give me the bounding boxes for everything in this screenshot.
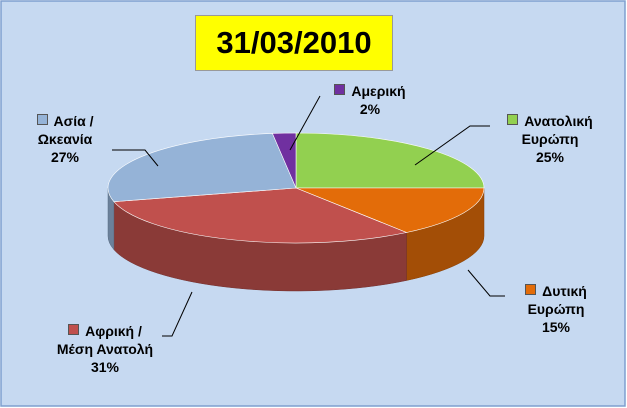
slice-name: Ασία / Ωκεανία xyxy=(37,113,94,147)
slice xyxy=(113,187,408,244)
slice xyxy=(295,132,485,189)
legend-swatch xyxy=(507,114,519,125)
legend-swatch xyxy=(68,324,80,335)
slice-label: Αφρική / Μέση Ανατολή 31% xyxy=(55,322,155,376)
leader-line xyxy=(162,291,193,337)
slice-name: Δυτική Ευρώπη xyxy=(527,283,587,317)
leader-line xyxy=(414,125,490,166)
slice-label: Αμερική 2% xyxy=(322,82,418,118)
slice-value: 2% xyxy=(359,101,381,117)
slice-value: 27% xyxy=(50,149,80,165)
slice-value: 15% xyxy=(541,319,571,335)
slice-label: Δυτική Ευρώπη 15% xyxy=(508,282,604,336)
slice-name: Ανατολική Ευρώπη xyxy=(521,113,593,147)
slice xyxy=(107,133,297,202)
slice-label: Ανατολική Ευρώπη 25% xyxy=(492,112,608,166)
legend-swatch xyxy=(334,84,346,95)
pie xyxy=(107,132,485,292)
leader-line xyxy=(112,149,159,167)
slice-value: 31% xyxy=(90,359,120,375)
slice xyxy=(295,187,485,233)
slice xyxy=(271,132,297,189)
leader-line xyxy=(467,269,505,297)
chart-title: 31/03/2010 xyxy=(195,15,393,71)
slice-name: Αφρική / Μέση Ανατολή xyxy=(56,323,154,357)
leader-line xyxy=(289,95,321,151)
slice-label: Ασία / Ωκεανία 27% xyxy=(22,112,108,166)
legend-swatch xyxy=(36,114,48,125)
leader-lines xyxy=(112,95,505,337)
slice-name: Αμερική xyxy=(351,83,406,99)
legend-swatch xyxy=(525,284,537,295)
slice-value: 25% xyxy=(535,149,565,165)
